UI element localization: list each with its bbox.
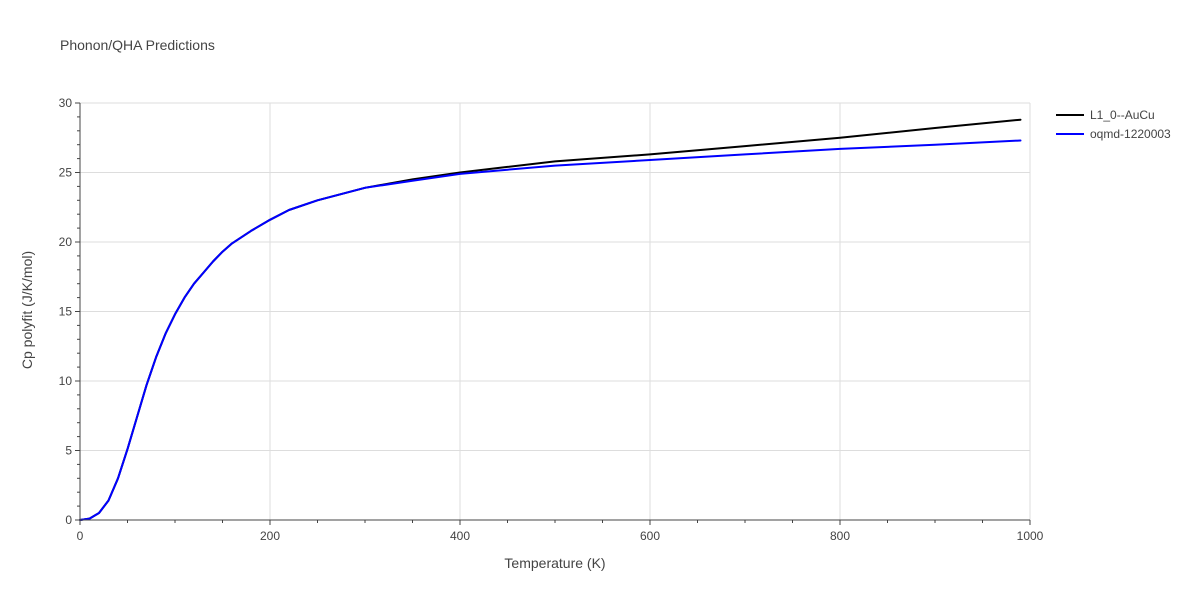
x-axis-label: Temperature (K) — [504, 555, 605, 571]
legend-item: L1_0--AuCu — [1056, 108, 1155, 122]
y-tick-label: 15 — [59, 305, 73, 319]
x-axis: 0 200 400 600 800 1000 — [77, 519, 1044, 543]
legend-item: oqmd-1220003 — [1056, 127, 1171, 141]
plot-area — [79, 118, 1022, 521]
x-tick-label: 800 — [830, 529, 850, 543]
legend: L1_0--AuCu oqmd-1220003 — [1056, 108, 1171, 141]
chart-title: Phonon/QHA Predictions — [60, 37, 215, 53]
y-tick-label: 0 — [65, 513, 72, 527]
x-tick-label: 200 — [260, 529, 280, 543]
y-tick-label: 25 — [59, 166, 73, 180]
y-axis: 0 5 10 15 20 25 30 — [59, 96, 81, 527]
series-line-oqmd-1220003 — [79, 139, 1022, 521]
legend-label: oqmd-1220003 — [1090, 127, 1171, 141]
y-tick-label: 5 — [65, 444, 72, 458]
y-tick-label: 10 — [59, 374, 73, 388]
grid — [80, 102, 1031, 520]
y-tick-label: 30 — [59, 96, 73, 110]
y-axis-label: Cp polyfit (J/K/mol) — [19, 251, 35, 369]
legend-label: L1_0--AuCu — [1090, 108, 1155, 122]
x-tick-label: 1000 — [1017, 529, 1044, 543]
series-line-l1-0-aucu — [79, 118, 1022, 521]
x-tick-label: 0 — [77, 529, 84, 543]
x-tick-label: 600 — [640, 529, 660, 543]
x-tick-label: 400 — [450, 529, 470, 543]
y-tick-label: 20 — [59, 235, 73, 249]
